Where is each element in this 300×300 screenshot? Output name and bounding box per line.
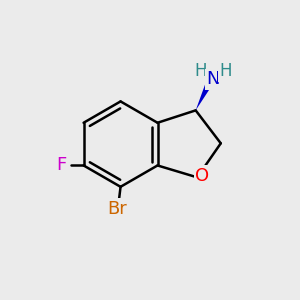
Text: H: H [195,62,207,80]
Text: N: N [207,70,220,88]
Text: O: O [195,167,210,185]
Text: F: F [56,157,67,175]
Polygon shape [196,79,214,110]
Text: H: H [220,62,232,80]
Text: Br: Br [108,200,127,218]
